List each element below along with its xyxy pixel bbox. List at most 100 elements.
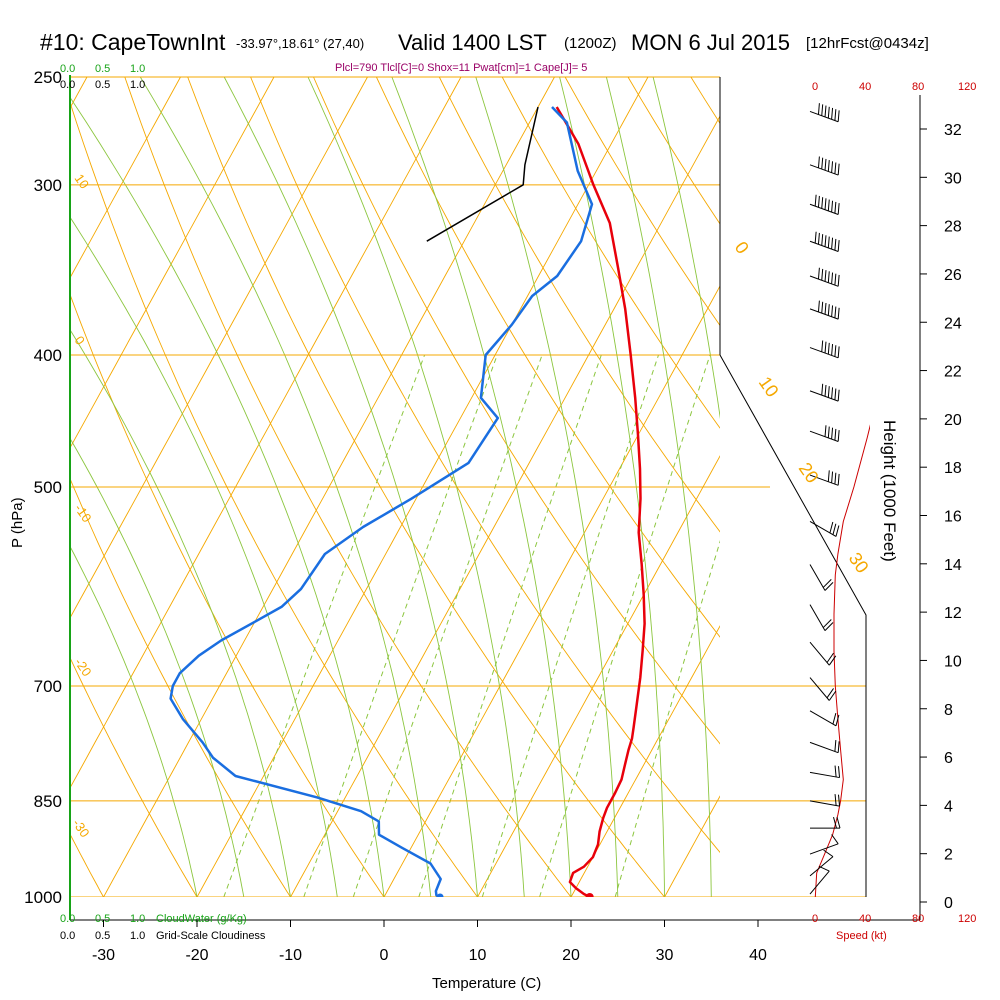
- dry-adiabat-line: [70, 477, 292, 897]
- wind-barb: [809, 156, 840, 176]
- dry-adiabat-line: [70, 833, 105, 897]
- dry-adiabat-line: [250, 76, 720, 854]
- wind-speed-profile: [814, 424, 870, 897]
- dewpoint-profile: [169, 106, 594, 897]
- pressure-tick-label: 400: [34, 346, 62, 365]
- speed-tick: 120: [958, 81, 976, 93]
- wind-barb: [809, 677, 837, 701]
- wind-barb: [809, 425, 840, 442]
- height-tick-label: 0: [944, 895, 953, 912]
- wind-barb: [809, 834, 839, 855]
- wind-barb: [809, 267, 840, 287]
- pressure-tick-label: 1000: [24, 888, 62, 907]
- temperature-tick-label: -10: [279, 947, 302, 964]
- wind-barb: [809, 765, 841, 779]
- wind-barb: [809, 740, 840, 754]
- diagram-lines: 123581220: [70, 76, 867, 897]
- wind-barb: [809, 564, 834, 591]
- height-tick-label: 26: [944, 267, 962, 284]
- wind-barb: [809, 794, 841, 807]
- cloud-water-top-ticks: 0.0 0.5 1.0 0.0 0.5 1.0: [60, 63, 145, 91]
- cloudiness-tick: 0.0: [60, 79, 75, 91]
- wind-barb: [809, 300, 840, 320]
- cloud-water-tick: 0.0: [60, 913, 75, 925]
- cloud-water-tick: 1.0: [130, 63, 145, 75]
- speed-tick: 40: [859, 913, 871, 925]
- isotherm-line: [664, 795, 720, 897]
- height-tick-label: 8: [944, 702, 953, 719]
- temperature-tick-label: -20: [185, 947, 208, 964]
- pressure-tick-label: 300: [34, 176, 62, 195]
- height-tick-label: 6: [944, 750, 953, 767]
- ambient-line: [426, 106, 539, 242]
- wind-barb: [810, 816, 841, 829]
- surface-temperature-marker: [585, 893, 594, 897]
- station-title: #10: CapeTownInt: [40, 29, 226, 55]
- parcel-parameters: Plcl=790 Tlcl[C]=0 Shox=11 Pwat[cm]=1 Ca…: [335, 62, 587, 74]
- height-tick-label: 4: [944, 798, 953, 815]
- temperature-profile: [555, 106, 646, 897]
- temperature-tick-label: 30: [656, 947, 674, 964]
- moist-adiabat-line: [559, 76, 665, 897]
- wind-barb: [809, 521, 840, 537]
- dry-adiabat-line: [70, 656, 198, 897]
- temperature-tick-label: -30: [92, 947, 115, 964]
- dry-adiabat-line: [70, 293, 385, 897]
- height-tick-label: 28: [944, 219, 962, 236]
- dry-adiabat-line: [313, 76, 720, 745]
- height-tick-label: 32: [944, 122, 962, 139]
- moist-adiabat-line: [70, 96, 385, 897]
- moist-adiabat-line: [70, 545, 198, 897]
- cloudiness-label: Grid-Scale Cloudiness: [156, 930, 266, 942]
- cloudiness-tick: 0.5: [95, 79, 110, 91]
- wind-barb: [809, 604, 834, 631]
- wind-barb: [809, 470, 840, 486]
- cloud-water-tick: 0.5: [95, 63, 110, 75]
- isotherm-line: [103, 76, 555, 897]
- height-tick-label: 20: [944, 412, 962, 429]
- height-tick-label: 12: [944, 605, 962, 622]
- moist-adiabat-line: [139, 76, 432, 897]
- station-location: -33.97°,18.61° (27,40): [236, 36, 364, 51]
- pressure-tick-label: 250: [34, 68, 62, 87]
- surface-dewpoint-marker: [436, 893, 444, 897]
- isotherm-line: [290, 115, 720, 897]
- height-tick-label: 30: [944, 170, 962, 187]
- cloudiness-tick: 0.5: [95, 930, 110, 942]
- isotherm-line: [70, 76, 275, 449]
- speed-tick: 80: [912, 913, 924, 925]
- dry-adiabat-line: [375, 76, 720, 638]
- isotherm-line: [570, 625, 720, 897]
- isotherm-line: [383, 285, 720, 897]
- speed-axis-label: Speed (kt): [836, 930, 887, 942]
- height-tick-label: 2: [944, 847, 953, 864]
- wind-barb: [809, 231, 840, 252]
- dry-adiabat-line: [70, 100, 479, 897]
- height-tick-label: 24: [944, 315, 962, 332]
- moist-adiabat-line: [391, 76, 572, 897]
- temperature-tick-label: 10: [469, 947, 487, 964]
- height-tick-label: 18: [944, 460, 962, 477]
- pressure-tick-label: 500: [34, 478, 62, 497]
- temperature-tick-label: 0: [380, 947, 389, 964]
- speed-top-ticks: 0 40 80 120: [812, 81, 976, 93]
- pressure-tick-label: 850: [34, 792, 62, 811]
- height-tick-label: 10: [944, 653, 962, 670]
- wind-barb: [809, 710, 840, 727]
- wind-barb: [809, 865, 830, 895]
- wind-panel-frame: [719, 354, 867, 897]
- y-axis-title: P (hPa): [9, 497, 26, 548]
- height-tick-label: 22: [944, 364, 962, 381]
- moist-adiabat-line: [70, 216, 338, 897]
- speed-tick: 120: [958, 913, 976, 925]
- valid-date: MON 6 Jul 2015: [631, 30, 790, 55]
- moist-adiabat-line: [223, 76, 478, 897]
- cloud-water-tick: 0.0: [60, 63, 75, 75]
- wind-barb: [809, 194, 840, 215]
- wind-barb: [809, 849, 834, 877]
- height-tick-label: 16: [944, 509, 962, 526]
- wind-barb: [809, 641, 837, 666]
- temperature-tick-label: 20: [562, 947, 580, 964]
- speed-tick: 0: [812, 913, 818, 925]
